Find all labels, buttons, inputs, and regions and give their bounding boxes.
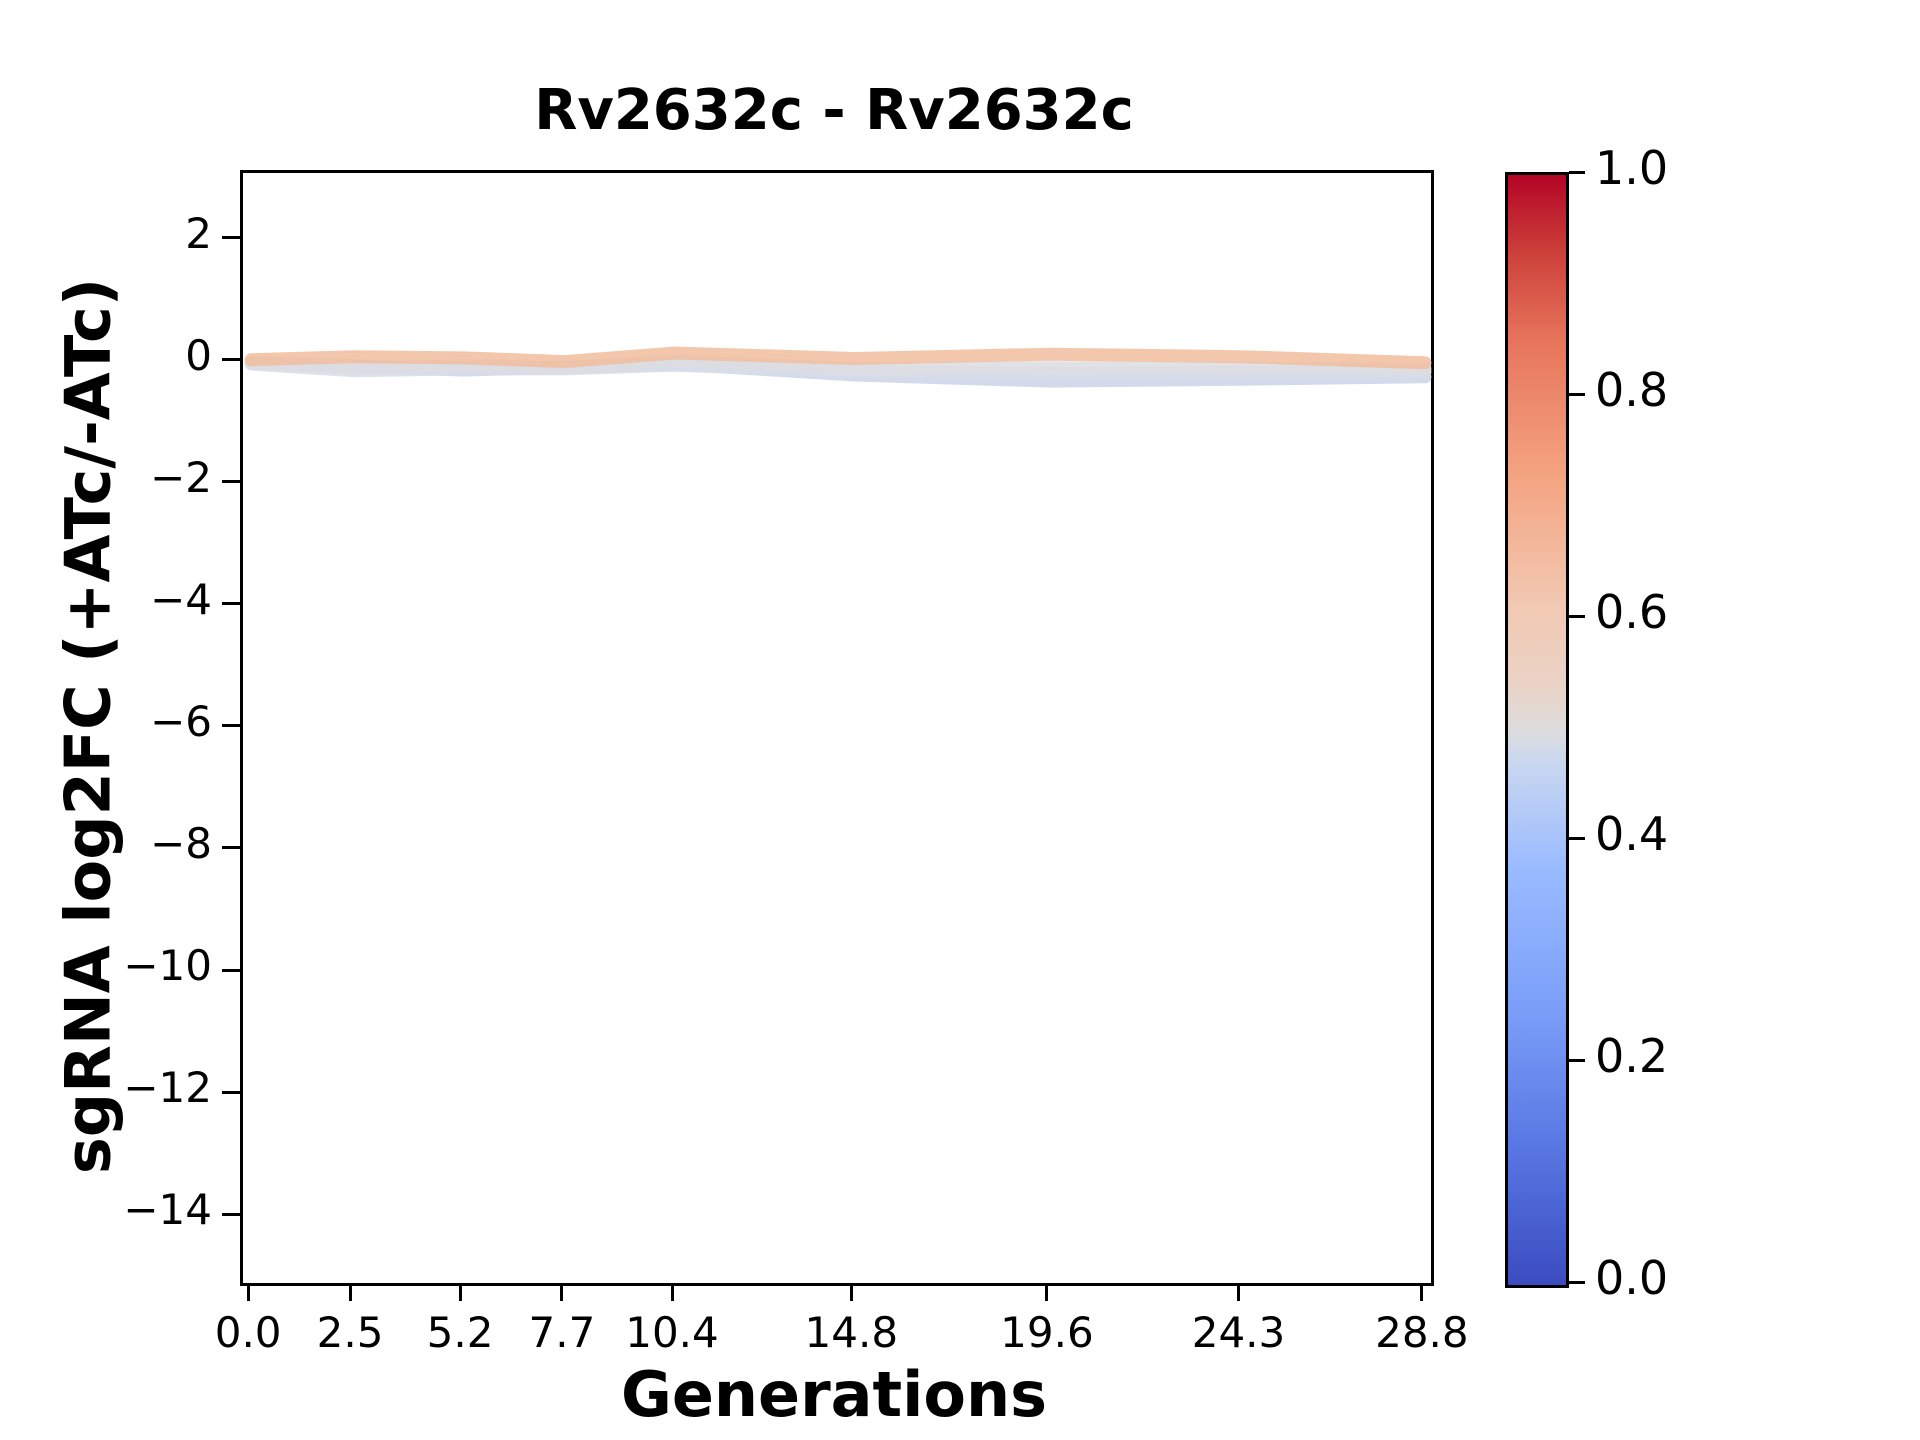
y-tick-mark [222,358,240,362]
colorbar [1505,172,1569,1288]
x-tick-mark [1045,1283,1049,1301]
chart-title: Rv2632c - Rv2632c [534,78,1134,143]
colorbar-tick-label: 0.8 [1595,363,1669,417]
colorbar-tick-mark [1569,392,1585,396]
colorbar-tick-label: 0.6 [1595,585,1669,639]
y-tick-label: 2 [185,208,212,258]
x-tick-label: 19.6 [1000,1308,1094,1357]
colorbar-gradient [1508,175,1566,1285]
colorbar-tick-label: 0.0 [1595,1251,1669,1305]
x-tick-mark [670,1283,674,1301]
y-tick-label: −12 [123,1063,212,1113]
colorbar-tick-mark [1569,614,1585,618]
plot-area [240,170,1434,1286]
y-tick-label: −10 [123,941,212,990]
y-tick-mark [222,602,240,606]
y-tick-label: −14 [123,1185,212,1235]
y-tick-mark [222,480,240,484]
y-tick-label: −2 [150,452,212,502]
x-tick-label: 10.4 [625,1308,719,1357]
x-tick-mark [246,1283,250,1301]
x-tick-label: 24.3 [1191,1308,1286,1357]
y-tick-label: −8 [150,818,212,868]
x-tick-mark [348,1283,352,1301]
x-tick-mark [849,1283,853,1301]
x-tick-label: 5.2 [426,1308,494,1357]
y-tick-label: 0 [185,330,212,380]
colorbar-tick-label: 1.0 [1595,141,1669,195]
colorbar-tick-mark [1569,170,1585,174]
y-tick-mark [222,236,240,240]
y-tick-label: −6 [150,696,212,746]
colorbar-tick-mark [1569,1280,1585,1284]
colorbar-tick-label: 0.4 [1595,807,1669,861]
y-tick-mark [222,1212,240,1216]
y-tick-mark [222,1090,240,1094]
y-tick-mark [222,968,240,972]
line-2 [244,354,1432,376]
colorbar-tick-mark [1569,836,1585,840]
x-tick-label: 0.0 [214,1308,282,1357]
x-tick-mark [458,1283,462,1301]
x-tick-mark [1420,1283,1424,1301]
x-tick-mark [560,1283,564,1301]
line-plot-svg [244,346,1432,388]
colorbar-tick-label: 0.2 [1595,1029,1669,1083]
x-tick-label: 2.5 [316,1308,384,1357]
line-1 [244,346,1432,370]
x-tick-label: 28.8 [1375,1308,1469,1357]
y-tick-mark [222,846,240,850]
x-tick-mark [1236,1283,1240,1301]
x-tick-label: 7.7 [528,1308,596,1357]
colorbar-tick-mark [1569,1058,1585,1062]
x-axis-label: Generations [620,1358,1048,1431]
x-tick-label: 14.8 [804,1308,899,1357]
y-tick-label: −4 [150,574,212,624]
y-tick-mark [222,724,240,728]
